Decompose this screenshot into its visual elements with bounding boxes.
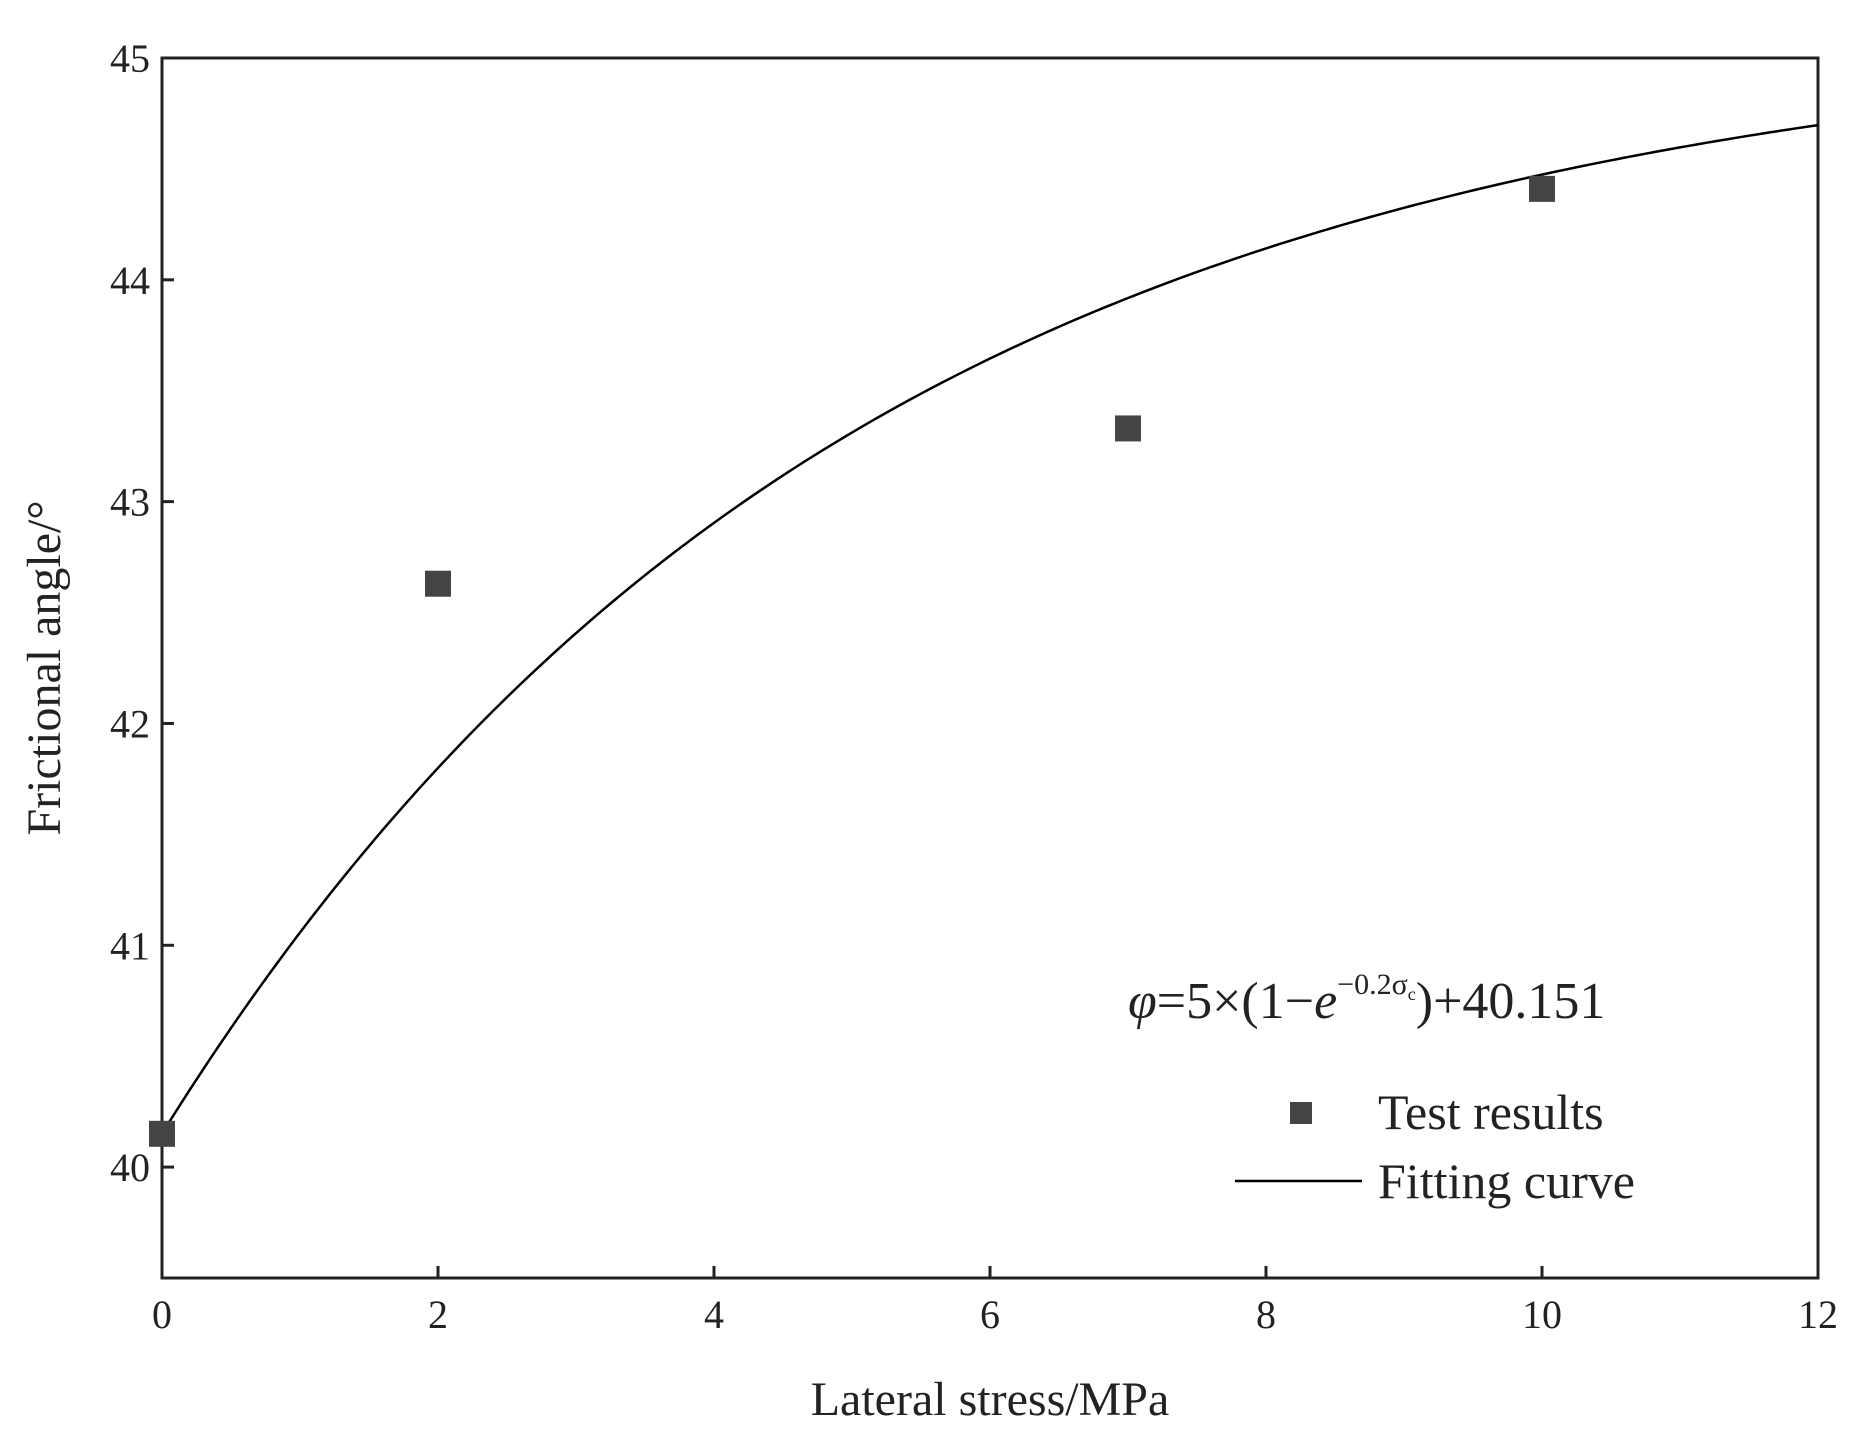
test-result-points xyxy=(149,175,1555,1147)
x-tick-label: 0 xyxy=(152,1292,172,1337)
y-tick-label: 42 xyxy=(110,701,150,746)
x-tick-label: 8 xyxy=(1256,1292,1276,1337)
y-tick-label: 40 xyxy=(110,1145,150,1190)
x-tick-label: 10 xyxy=(1522,1292,1562,1337)
y-tick-label: 41 xyxy=(110,923,150,968)
eq-middle: =5×(1− xyxy=(1157,973,1314,1030)
test-result-point xyxy=(425,570,451,597)
y-axis-ticks: 40 41 42 43 44 45 xyxy=(110,36,174,1190)
test-result-point xyxy=(1115,415,1141,442)
eq-tail: )+40.151 xyxy=(1416,973,1606,1030)
x-axis-ticks: 0 2 4 6 8 10 12 xyxy=(152,1266,1838,1337)
legend-marker-test-results xyxy=(1290,1102,1312,1124)
legend-label-test-results: Test results xyxy=(1378,1084,1604,1140)
eq-e: e xyxy=(1314,973,1337,1030)
test-result-point xyxy=(1529,175,1555,202)
x-tick-label: 4 xyxy=(704,1292,724,1337)
eq-exponent: −0.2σ xyxy=(1337,968,1408,1001)
x-tick-label: 2 xyxy=(428,1292,448,1337)
eq-exponent-sub: c xyxy=(1408,984,1416,1004)
fit-equation: φ=5×(1−e−0.2σc)+40.151 xyxy=(1128,968,1605,1030)
eq-phi: φ xyxy=(1128,973,1157,1030)
x-tick-label: 6 xyxy=(980,1292,1000,1337)
test-result-point xyxy=(149,1120,175,1147)
fitting-curve xyxy=(160,123,1819,1135)
y-tick-label: 44 xyxy=(110,258,150,303)
legend: Test results Fitting curve xyxy=(1235,1084,1635,1209)
legend-label-fitting-curve: Fitting curve xyxy=(1378,1153,1635,1209)
y-tick-label: 45 xyxy=(110,36,150,81)
y-tick-label: 43 xyxy=(110,480,150,525)
x-tick-label: 12 xyxy=(1798,1292,1838,1337)
y-axis-label: Frictional angle/° xyxy=(18,500,71,835)
x-axis-label: Lateral stress/MPa xyxy=(811,1373,1170,1426)
